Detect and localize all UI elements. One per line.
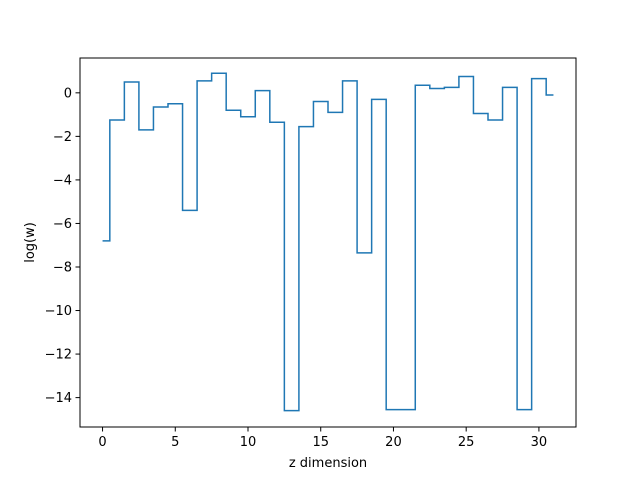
y-tick-label: −10 xyxy=(45,304,72,319)
axes-frame xyxy=(79,57,577,428)
y-tick-label: −4 xyxy=(53,173,72,188)
y-axis: −14 −12 −10 −8 −6 −4 −2 0 xyxy=(45,86,80,406)
x-axis: 0 5 10 15 20 25 30 xyxy=(98,427,547,450)
x-tick-label: 5 xyxy=(171,435,179,450)
x-tick-label: 30 xyxy=(531,435,548,450)
y-tick-label: −2 xyxy=(53,130,72,145)
x-tick-label: 10 xyxy=(240,435,257,450)
x-axis-label: z dimension xyxy=(289,456,367,471)
x-tick-label: 20 xyxy=(385,435,402,450)
y-tick-label: −6 xyxy=(53,217,72,232)
x-tick-label: 15 xyxy=(312,435,329,450)
y-tick-label: −8 xyxy=(53,260,72,275)
plot-area xyxy=(102,72,554,412)
x-tick-label: 25 xyxy=(458,435,475,450)
series-line xyxy=(102,72,554,412)
x-tick-label: 0 xyxy=(98,435,106,450)
y-axis-label: log(w) xyxy=(23,222,38,263)
y-tick-label: −12 xyxy=(45,348,72,363)
y-tick-label: −14 xyxy=(45,391,72,406)
y-tick-label: 0 xyxy=(64,86,72,101)
